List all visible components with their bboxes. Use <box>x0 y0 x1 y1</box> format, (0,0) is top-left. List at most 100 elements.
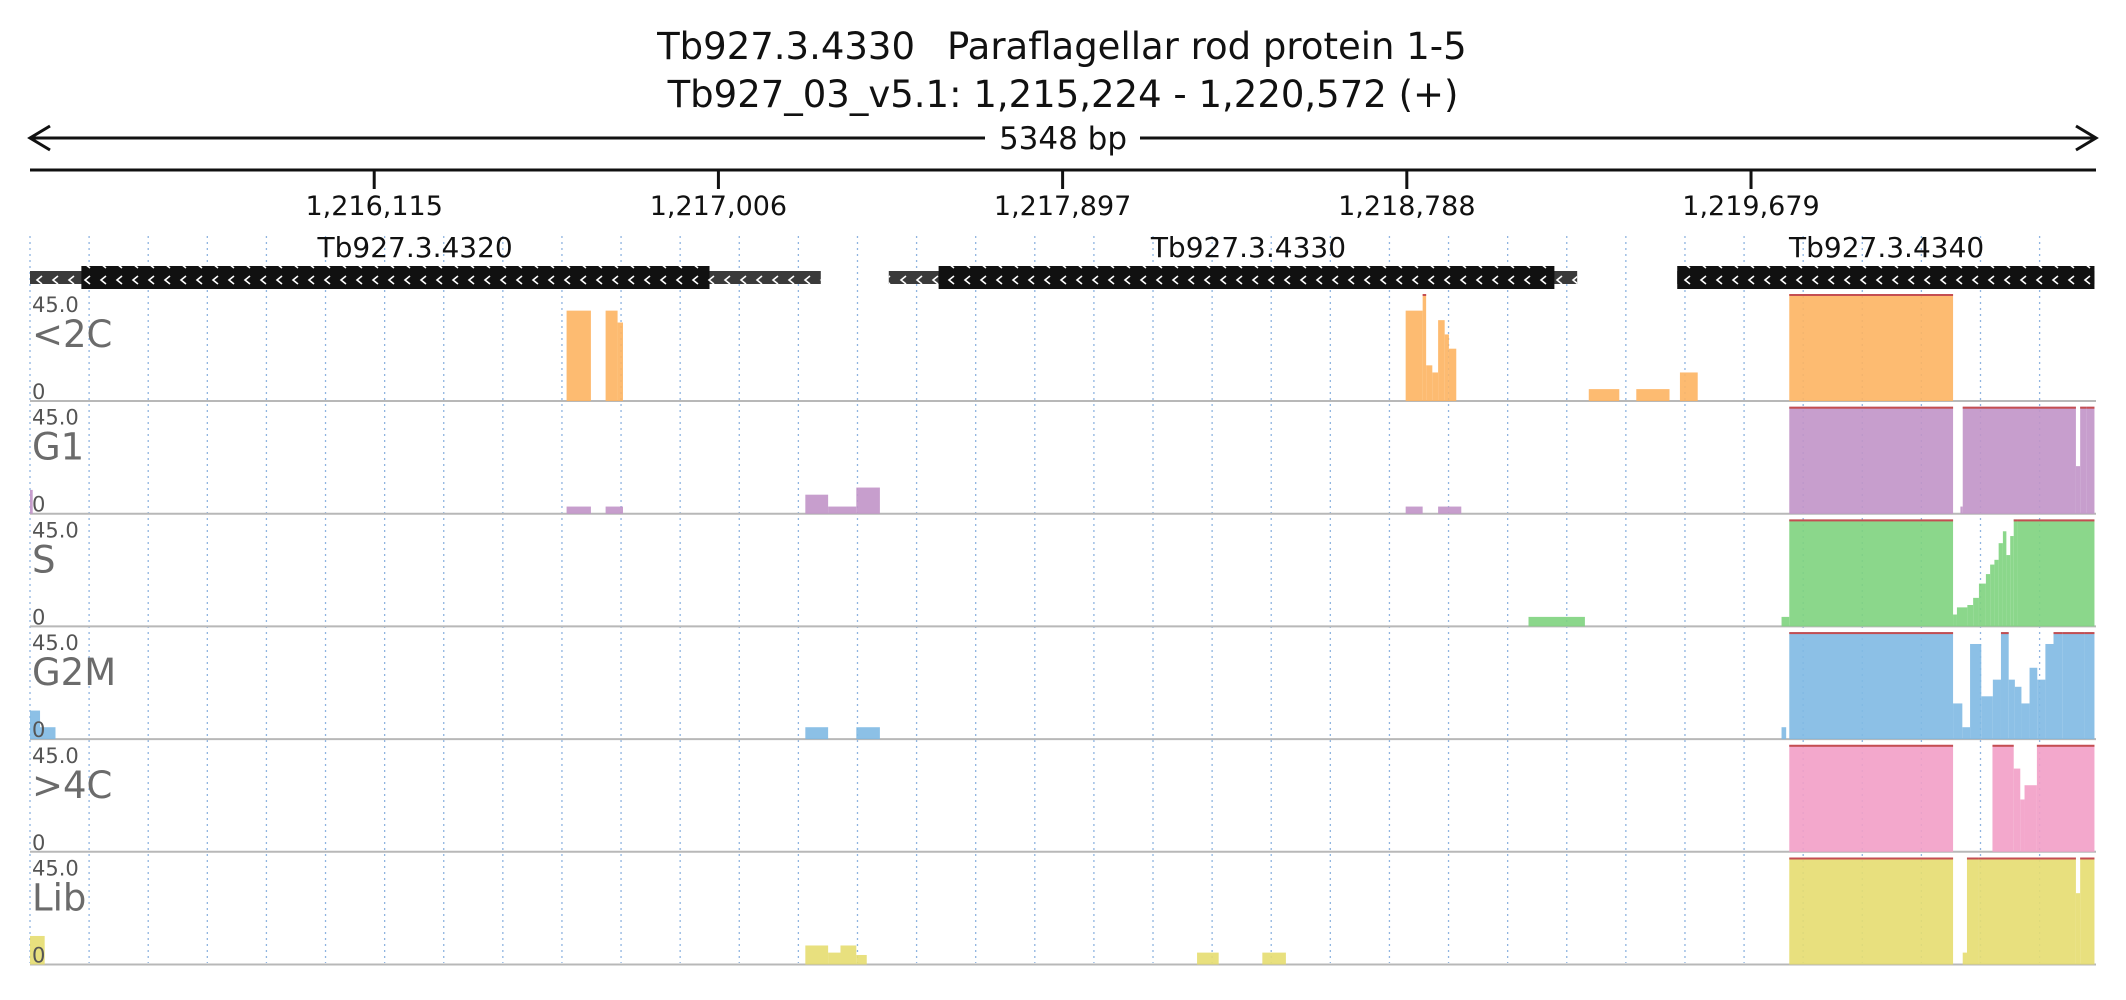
coverage-bar <box>2013 519 2018 627</box>
coverage-bar <box>2084 632 2095 740</box>
coverage-bar <box>2075 466 2081 514</box>
gene-cds-strand <box>1677 266 2095 289</box>
track-ymax-label: 45.0 <box>32 406 79 430</box>
coverage-bar <box>1197 952 1219 965</box>
coverage-bar <box>2020 799 2025 852</box>
coverage-bar <box>1953 703 1963 740</box>
coverage-bar <box>2036 744 2095 852</box>
coverage-bar <box>1789 857 1954 965</box>
coverage-bar <box>40 727 56 740</box>
track-name: G2M <box>32 651 116 694</box>
axis-tick-label: 1,216,115 <box>305 191 442 222</box>
coverage-track: 45.0 0 Lib <box>30 857 2096 968</box>
track-name: <2C <box>32 313 112 356</box>
track-ymax-label: 45.0 <box>32 631 79 655</box>
coverage-bar <box>1953 614 1957 627</box>
coverage-bar <box>1789 294 1954 401</box>
coverage-bar <box>1985 574 1991 627</box>
coverage-clip-marker <box>2062 632 2080 635</box>
coverage-bar <box>30 710 41 740</box>
coverage-clip-marker <box>2080 406 2087 409</box>
coverage-bar <box>2002 531 2007 627</box>
track-ymax-label: 45.0 <box>32 857 79 881</box>
coverage-clip-marker <box>2017 519 2095 522</box>
coverage-bar <box>2024 785 2037 852</box>
coverage-bar <box>30 489 33 514</box>
coverage-bar <box>840 945 857 965</box>
coordinate-ticks: 1,216,115 1,217,006 1,217,897 1,218,788 1,21… <box>305 170 1820 222</box>
coverage-clip-marker <box>2080 857 2095 860</box>
gene-cds-strand <box>81 266 710 289</box>
coverage-clip-marker <box>1789 294 1954 296</box>
coverage-bar <box>1962 406 2076 514</box>
coverage-clip-marker <box>1789 519 1954 522</box>
coverage-bar <box>1966 857 1979 965</box>
coverage-clip-marker <box>1962 406 2076 409</box>
coverage-bar <box>2053 632 2063 740</box>
gene-label: Tb927.3.4330 <box>1150 231 1346 264</box>
coverage-bar <box>1990 564 1995 627</box>
coverage-bar <box>1448 348 1457 401</box>
track-ymax-label: 45.0 <box>32 293 79 317</box>
coverage-bar <box>617 322 623 401</box>
coverage-bar <box>1789 632 1954 740</box>
coverage-bar <box>2029 667 2038 740</box>
span-ruler: 5348 bp <box>27 121 2099 157</box>
track-ymin-label: 0 <box>32 944 45 968</box>
coverage-clip-marker <box>2013 519 2018 522</box>
coverage-track: 45.0 0 S <box>30 518 2096 629</box>
coverage-bar <box>2021 703 2030 740</box>
span-label: 5348 bp <box>999 121 1127 157</box>
span-arrow-left-icon <box>27 124 51 152</box>
axis-tick-label: 1,218,788 <box>1338 191 1475 222</box>
coverage-bar <box>1438 506 1462 514</box>
coverage-bar <box>2080 406 2087 514</box>
coverage-bar <box>1962 952 1967 965</box>
track-ymin-label: 0 <box>32 380 45 404</box>
coverage-bar <box>1588 389 1620 401</box>
gene-cds-strand <box>938 266 1555 289</box>
axis-tick-label: 1,217,897 <box>994 191 1131 222</box>
coverage-bar <box>856 487 880 514</box>
coverage-bar <box>1973 597 1979 627</box>
gene-label: Tb927.3.4320 <box>317 231 513 264</box>
coverage-bar <box>566 310 591 401</box>
span-arrow-right-icon <box>2075 124 2099 152</box>
coverage-clip-marker <box>2000 632 2009 635</box>
coverage-bar <box>1789 519 1954 627</box>
coverage-bar <box>2045 643 2054 740</box>
coverage-bar <box>2014 686 2022 740</box>
coverage-clip-marker <box>1789 744 1954 747</box>
coverage-bar <box>805 727 829 740</box>
coverage-bar <box>828 952 841 965</box>
coverage-bar <box>1789 406 1954 514</box>
coverage-clip-marker <box>1992 744 2014 747</box>
coverage-bar <box>605 310 618 401</box>
coverage-bar <box>1992 744 2014 852</box>
coverage-bar <box>828 506 857 514</box>
coverage-clip-marker <box>1978 857 2076 860</box>
coverage-bar <box>805 494 829 514</box>
coverage-bar <box>1405 310 1423 401</box>
track-ymin-label: 0 <box>32 718 45 742</box>
coverage-bar <box>2086 406 2095 514</box>
coverage-clip-marker <box>1789 406 1954 409</box>
coverage-bar <box>1960 506 1963 514</box>
coverage-bar <box>856 727 880 740</box>
chart-title-gene: Tb927.3.4330 <box>656 25 915 68</box>
chart-subtitle-locus: Tb927_03_v5.1: 1,215,224 - 1,220,572 (+) <box>667 73 1459 116</box>
coverage-track: 45.0 0 G1 <box>30 406 2096 517</box>
coverage-bar <box>2080 857 2095 965</box>
coverage-bar <box>30 935 45 965</box>
coverage-bar <box>1789 744 1954 852</box>
track-name: >4C <box>32 764 112 807</box>
coverage-clip-marker <box>1789 632 1954 635</box>
coverage-tracks: 45.00<2C45.00G145.00S45.00G2M45.00>4C45.… <box>30 293 2096 968</box>
coverage-bar <box>1426 365 1433 401</box>
axis-tick-label: 1,217,006 <box>650 191 787 222</box>
coverage-bar <box>1994 559 1999 627</box>
coverage-bar <box>1981 696 1993 740</box>
coverage-bar <box>2000 632 2009 740</box>
track-name: Lib <box>32 877 86 920</box>
coverage-bar <box>1405 506 1423 514</box>
